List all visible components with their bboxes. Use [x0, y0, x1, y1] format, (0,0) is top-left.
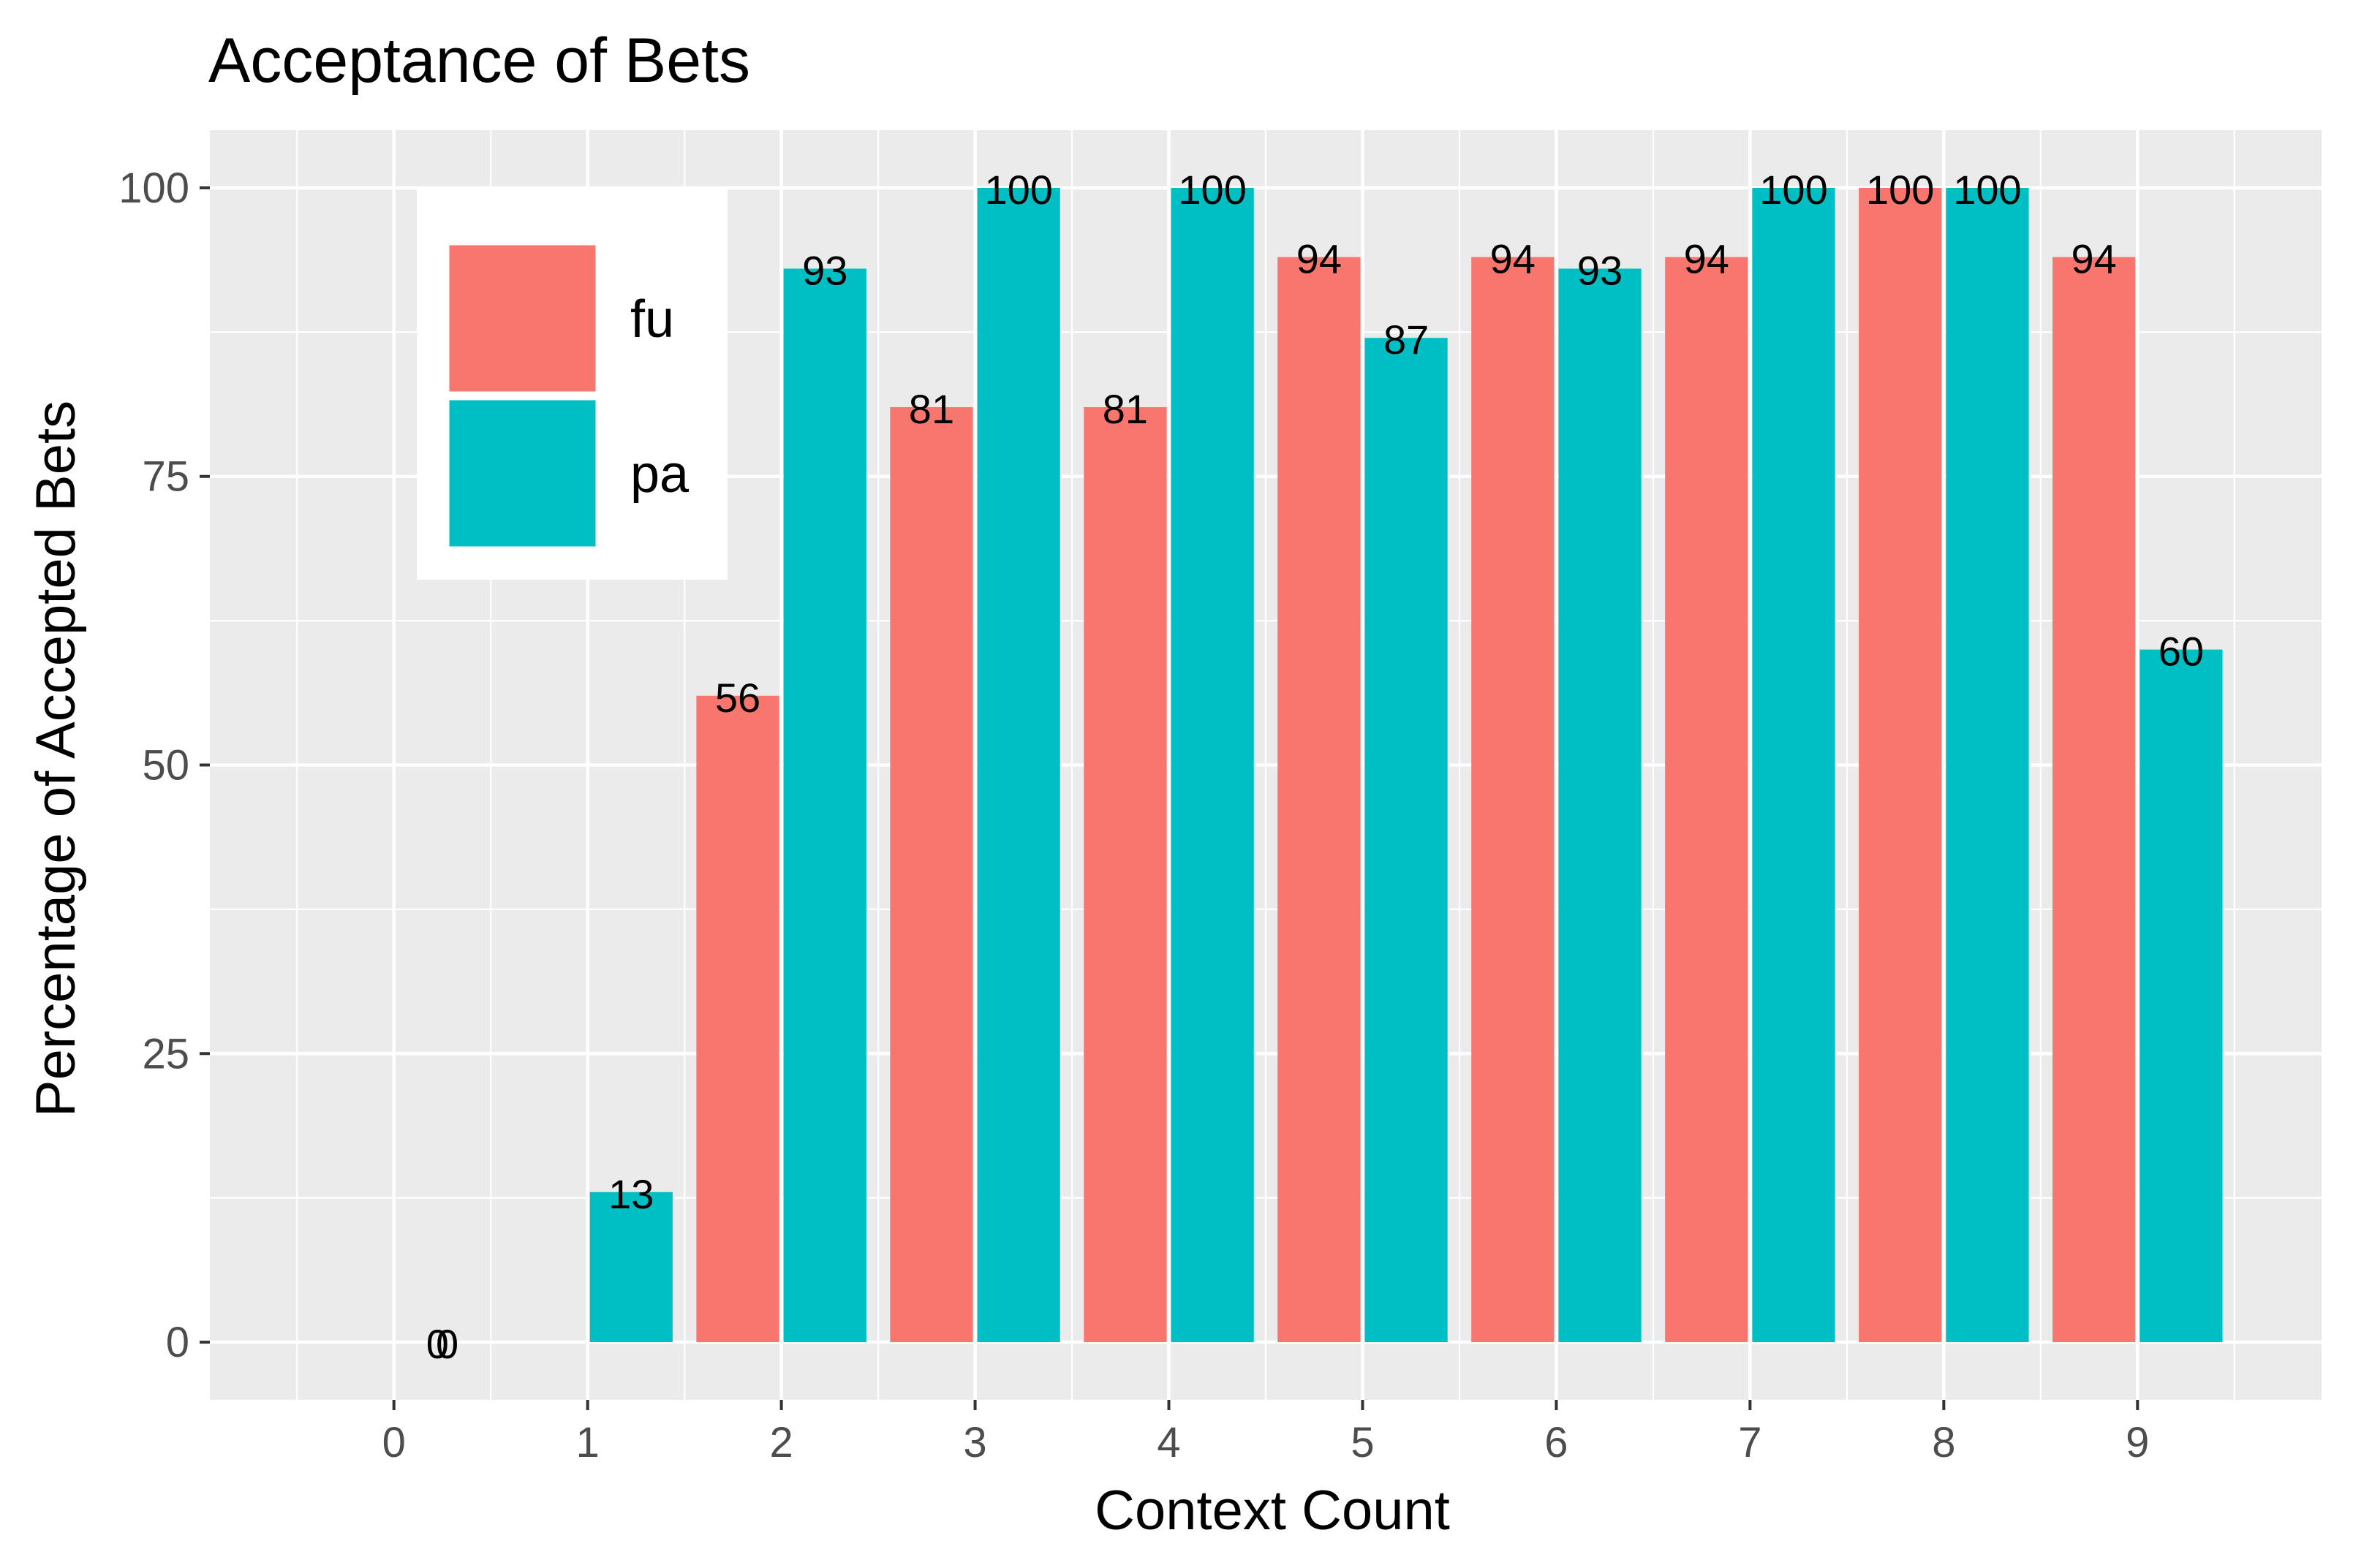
- data-label-fu: 94: [1684, 236, 1729, 282]
- bar-pa: [977, 187, 1060, 1343]
- bar-pa: [1946, 187, 2029, 1343]
- chart-title: Acceptance of Bets: [208, 26, 750, 96]
- bar-pa: [783, 268, 866, 1343]
- y-tick-label: 75: [142, 453, 189, 501]
- y-tick-label: 50: [142, 742, 189, 789]
- bar-fu: [1084, 406, 1167, 1343]
- x-tick-label: 1: [576, 1419, 600, 1466]
- data-label-pa: 100: [1759, 167, 1827, 213]
- bar-pa: [2139, 649, 2223, 1343]
- x-tick-label: 9: [2126, 1419, 2149, 1466]
- legend: fu pa: [417, 189, 728, 580]
- data-label-fu: 94: [1490, 236, 1536, 282]
- data-label-pa: 93: [802, 247, 847, 293]
- x-tick-label: 8: [1932, 1419, 1955, 1466]
- bar-pa: [1752, 187, 1835, 1343]
- bars: [589, 187, 2223, 1343]
- y-tick-label: 25: [142, 1030, 189, 1077]
- data-label-fu: 0: [436, 1321, 458, 1367]
- data-labels: 0 56 81 81 94 94 94 100 94 0 13 93 100 100 87 93 100 100 6…: [426, 167, 2204, 1367]
- bar-pa: [1171, 187, 1254, 1343]
- data-label-pa: 60: [2159, 629, 2204, 675]
- bar-fu: [1277, 257, 1361, 1343]
- data-label-pa: 13: [608, 1171, 654, 1217]
- data-label-fu: 81: [1103, 386, 1148, 432]
- y-tick-label: 0: [166, 1319, 189, 1366]
- x-tick-label: 3: [963, 1419, 986, 1466]
- y-axis-title: Percentage of Accepted Bets: [25, 401, 87, 1117]
- data-label-fu: 56: [715, 675, 760, 721]
- x-axis-title: Context Count: [1095, 1480, 1450, 1542]
- bar-fu: [2052, 257, 2136, 1343]
- data-label-fu: 100: [1866, 167, 1934, 213]
- data-label-fu: 94: [2071, 236, 2117, 282]
- x-axis: 0 1 2 3 4 5 6 7 8 9: [382, 1400, 2149, 1466]
- bar-fu: [696, 695, 779, 1343]
- data-label-pa: 100: [1178, 167, 1246, 213]
- data-label-fu: 94: [1296, 236, 1342, 282]
- bar-pa: [1364, 338, 1448, 1343]
- y-tick-label: 100: [118, 164, 189, 212]
- data-label-pa: 0: [426, 1321, 449, 1367]
- legend-label-pa: pa: [630, 445, 690, 504]
- x-tick-label: 4: [1157, 1419, 1180, 1466]
- data-label-pa: 100: [984, 167, 1052, 213]
- legend-key-pa: [445, 396, 600, 550]
- x-tick-label: 7: [1738, 1419, 1761, 1466]
- bar-fu: [890, 406, 973, 1343]
- data-label-pa: 93: [1577, 247, 1623, 293]
- bar-fu: [1859, 187, 1942, 1343]
- data-label-pa: 87: [1383, 317, 1429, 363]
- x-tick-label: 2: [769, 1419, 793, 1466]
- bar-pa: [1558, 268, 1642, 1343]
- legend-key-fu: [445, 241, 600, 395]
- y-axis: 0 25 50 75 100: [118, 164, 210, 1366]
- x-tick-label: 0: [382, 1419, 406, 1466]
- legend-label-fu: fu: [630, 290, 674, 349]
- x-tick-label: 6: [1544, 1419, 1568, 1466]
- data-label-fu: 81: [909, 386, 954, 432]
- x-tick-label: 5: [1351, 1419, 1374, 1466]
- bar-fu: [1665, 257, 1748, 1343]
- bar-fu: [1471, 257, 1555, 1343]
- data-label-pa: 100: [1953, 167, 2021, 213]
- bar-pa: [589, 1192, 673, 1343]
